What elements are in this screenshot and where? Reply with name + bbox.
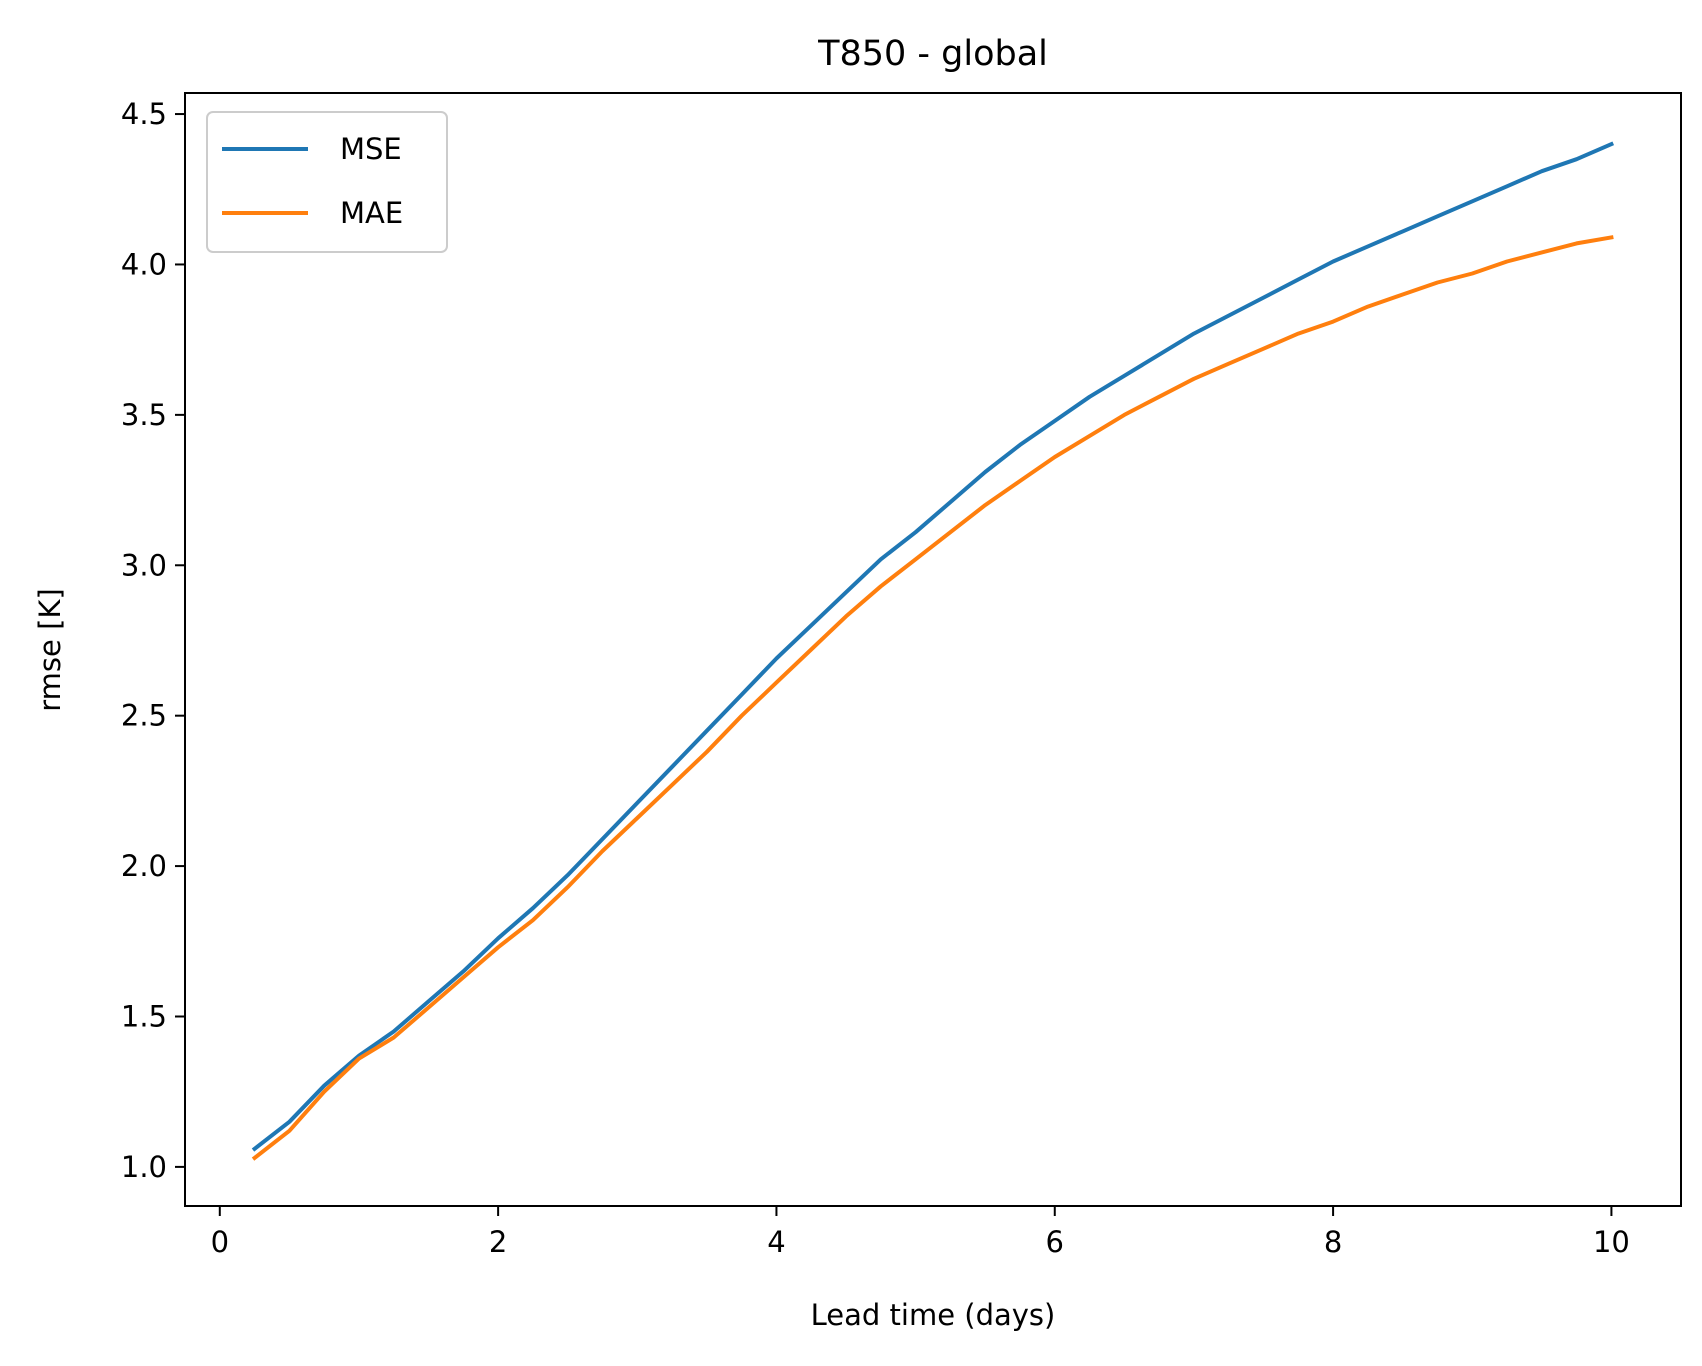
plot-frame (184, 92, 1682, 1207)
y-axis: 1.0 1.5 2.0 2.5 3.0 3.5 4.0 4.5 (121, 97, 185, 1184)
y-tick-label: 2.0 (121, 849, 167, 883)
y-axis-label: rmse [K] (33, 588, 67, 711)
legend: MSE MAE (206, 111, 448, 253)
y-tick-label: 1.5 (121, 999, 167, 1033)
y-tick-label: 4.0 (121, 247, 167, 281)
series-line-mse (251, 141, 1615, 1152)
x-tick-label: 6 (1046, 1225, 1064, 1259)
x-tick-label: 4 (767, 1225, 785, 1259)
y-tick-label: 3.5 (121, 398, 167, 432)
x-tick-label: 2 (489, 1225, 507, 1259)
y-tick-label: 2.5 (121, 699, 167, 733)
x-tick-label: 0 (211, 1225, 229, 1259)
chart-title: T850 - global (817, 34, 1048, 74)
x-axis-label: Lead time (days) (811, 1298, 1056, 1332)
y-tick-label: 3.0 (121, 548, 167, 582)
y-tick-label: 4.5 (121, 97, 167, 131)
legend-label-mse: MSE (340, 132, 402, 166)
x-tick-label: 8 (1324, 1225, 1342, 1259)
series-line-mae (251, 235, 1614, 1161)
y-tick-label: 1.0 (121, 1150, 167, 1184)
x-axis: 0 2 4 6 8 10 (211, 1206, 1630, 1259)
x-tick-label: 10 (1593, 1225, 1630, 1259)
legend-label-mae: MAE (340, 196, 403, 230)
legend-box (206, 111, 448, 253)
series-layer (251, 141, 1615, 1161)
